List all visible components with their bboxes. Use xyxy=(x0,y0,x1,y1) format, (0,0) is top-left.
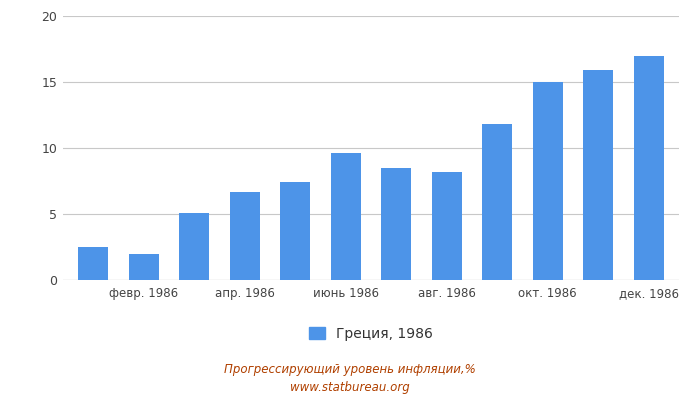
Bar xyxy=(381,168,412,280)
Bar xyxy=(230,192,260,280)
Bar xyxy=(432,172,462,280)
Bar xyxy=(330,153,361,280)
Bar xyxy=(179,213,209,280)
Bar xyxy=(634,56,664,280)
Text: www.statbureau.org: www.statbureau.org xyxy=(290,382,410,394)
Text: Прогрессирующий уровень инфляции,%: Прогрессирующий уровень инфляции,% xyxy=(224,364,476,376)
Bar xyxy=(129,254,159,280)
Bar xyxy=(482,124,512,280)
Bar xyxy=(280,182,310,280)
Bar xyxy=(583,70,613,280)
Bar xyxy=(533,82,563,280)
Legend: Греция, 1986: Греция, 1986 xyxy=(309,326,433,340)
Bar xyxy=(78,247,108,280)
